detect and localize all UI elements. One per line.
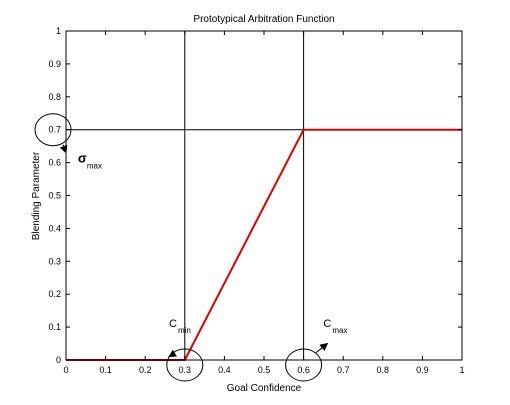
y-tick-label: 0.2	[48, 289, 61, 299]
y-tick-label: 0.8	[48, 92, 61, 102]
y-tick-label: 0.7	[48, 125, 61, 135]
y-tick-label: 0	[56, 355, 61, 365]
annotation-arrow-c-min	[168, 349, 178, 358]
annotation-circle-sigma-max	[34, 113, 72, 147]
series-line-0	[66, 128, 462, 361]
x-tick-label: 0.8	[377, 365, 390, 375]
annotation-circle-c-min	[166, 348, 204, 382]
x-tick-label: 0.7	[337, 365, 350, 375]
annotation-arrow-sigma-max	[59, 144, 68, 154]
y-tick-label: 1	[56, 26, 61, 36]
x-tick-label: 0.2	[139, 365, 152, 375]
y-tick-label: 0.6	[48, 158, 61, 168]
annotation-label-sigma-max: σ	[78, 151, 87, 166]
annotation-circle-c-max	[285, 348, 323, 382]
plot-frame	[65, 30, 463, 361]
annotation-subscript-sigma-max: max	[87, 162, 102, 171]
data-series	[66, 128, 462, 361]
y-tick-label: 0.3	[48, 256, 61, 266]
x-tick-label: 0.4	[218, 365, 231, 375]
y-tick-label: 0.1	[48, 322, 61, 332]
y-tick-label: 0.9	[48, 59, 61, 69]
x-tick-label: 0.5	[258, 365, 271, 375]
chart-title: Prototypical Arbitration Function	[193, 14, 334, 25]
annotation-subscript-c-max: max	[332, 326, 347, 335]
axis-ticks: 0 0.1 0.2 0.3 0.4 0.5 0.6 0.7 0.8 0.9 1 0 0.1 0.2 0.3 0…	[48, 26, 464, 375]
y-tick-label: 0.5	[48, 191, 61, 201]
x-axis-label: Goal Confidence	[227, 383, 302, 394]
x-tick-label: 0.3	[179, 365, 192, 375]
x-tick-label: 0	[63, 365, 68, 375]
y-tick-label: 0.4	[48, 223, 61, 233]
reference-lines	[66, 31, 462, 360]
annotation-subscript-c-min: min	[178, 326, 191, 335]
annotation-label-c-min: C	[169, 318, 177, 330]
x-tick-label: 0.6	[297, 365, 310, 375]
annotation-arrow-c-max	[315, 342, 329, 354]
x-tick-label: 0.9	[416, 365, 429, 375]
y-axis-label: Blending Parameter	[31, 151, 42, 240]
x-tick-label: 0.1	[99, 365, 112, 375]
x-tick-label: 1	[459, 365, 464, 375]
annotation-label-c-max: C	[323, 318, 331, 330]
